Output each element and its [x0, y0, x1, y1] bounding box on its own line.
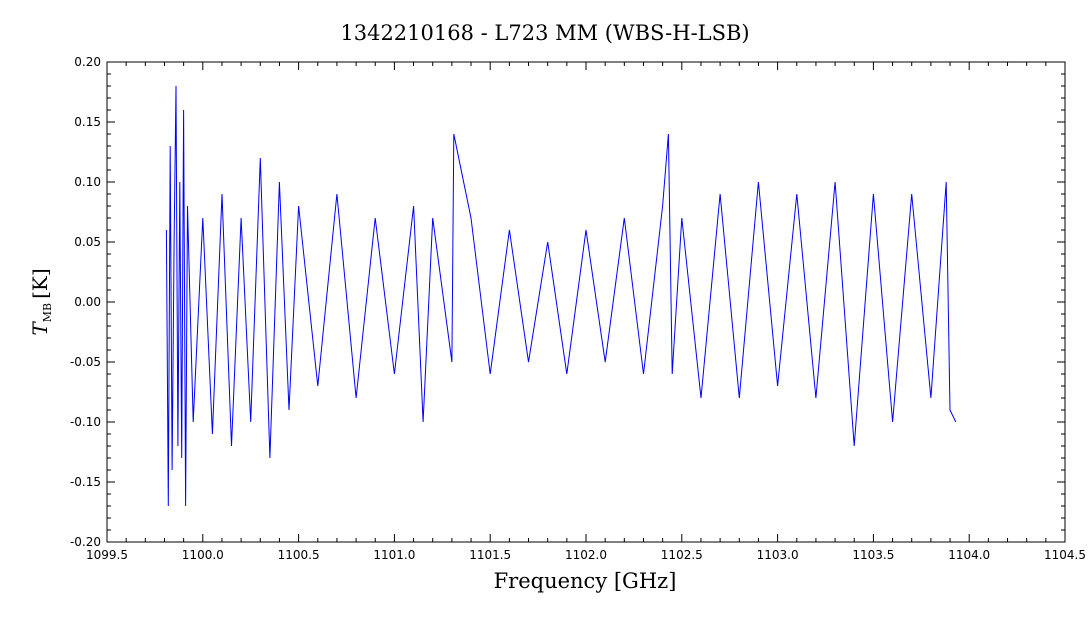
y-tick-label: -0.15	[70, 475, 101, 489]
y-axis-label-main: T	[28, 321, 52, 336]
y-axis-label-sub: MB	[41, 303, 54, 322]
x-tick-label: 1099.5	[86, 548, 128, 562]
y-axis-label-unit: [K]	[28, 268, 52, 299]
series-line	[165, 85, 957, 507]
x-tick-label: 1101.0	[373, 548, 415, 562]
y-tick-label: -0.10	[70, 415, 101, 429]
plot-frame	[106, 61, 1066, 543]
y-tick-label: 0.10	[74, 175, 101, 189]
x-tick-label: 1103.5	[852, 548, 894, 562]
x-tick-label: 1102.0	[565, 548, 607, 562]
spectrum-series	[165, 85, 957, 507]
x-tick-label: 1103.0	[757, 548, 799, 562]
y-tick-label: 0.15	[74, 115, 101, 129]
x-tick-label: 1100.5	[278, 548, 320, 562]
svg-text:TMB[K]: TMB [K]	[28, 268, 54, 335]
y-axis: 0.20 0.15 0.10 0.05 0.00 -0.05 -0.10 -0.15 -0.20	[70, 55, 1065, 549]
chart-title: 1342210168 - L723 MM (WBS-H-LSB)	[340, 21, 749, 45]
x-tick-label: 1104.5	[1044, 548, 1086, 562]
y-tick-label: 0.20	[74, 55, 101, 69]
x-tick-label: 1101.5	[469, 548, 511, 562]
y-tick-label: -0.20	[70, 535, 101, 549]
x-axis-label: Frequency [GHz]	[494, 569, 677, 593]
x-axis: 1099.5 1100.0 1100.5 1101.0 1101.5 1102.0 1102…	[86, 62, 1086, 562]
y-tick-label: 0.05	[74, 235, 101, 249]
y-axis-label: TMB [K]	[28, 268, 54, 335]
x-tick-label: 1100.0	[182, 548, 224, 562]
x-tick-label: 1102.5	[661, 548, 703, 562]
y-tick-label: 0.00	[74, 295, 101, 309]
x-tick-label: 1104.0	[948, 548, 990, 562]
y-tick-label: -0.05	[70, 355, 101, 369]
